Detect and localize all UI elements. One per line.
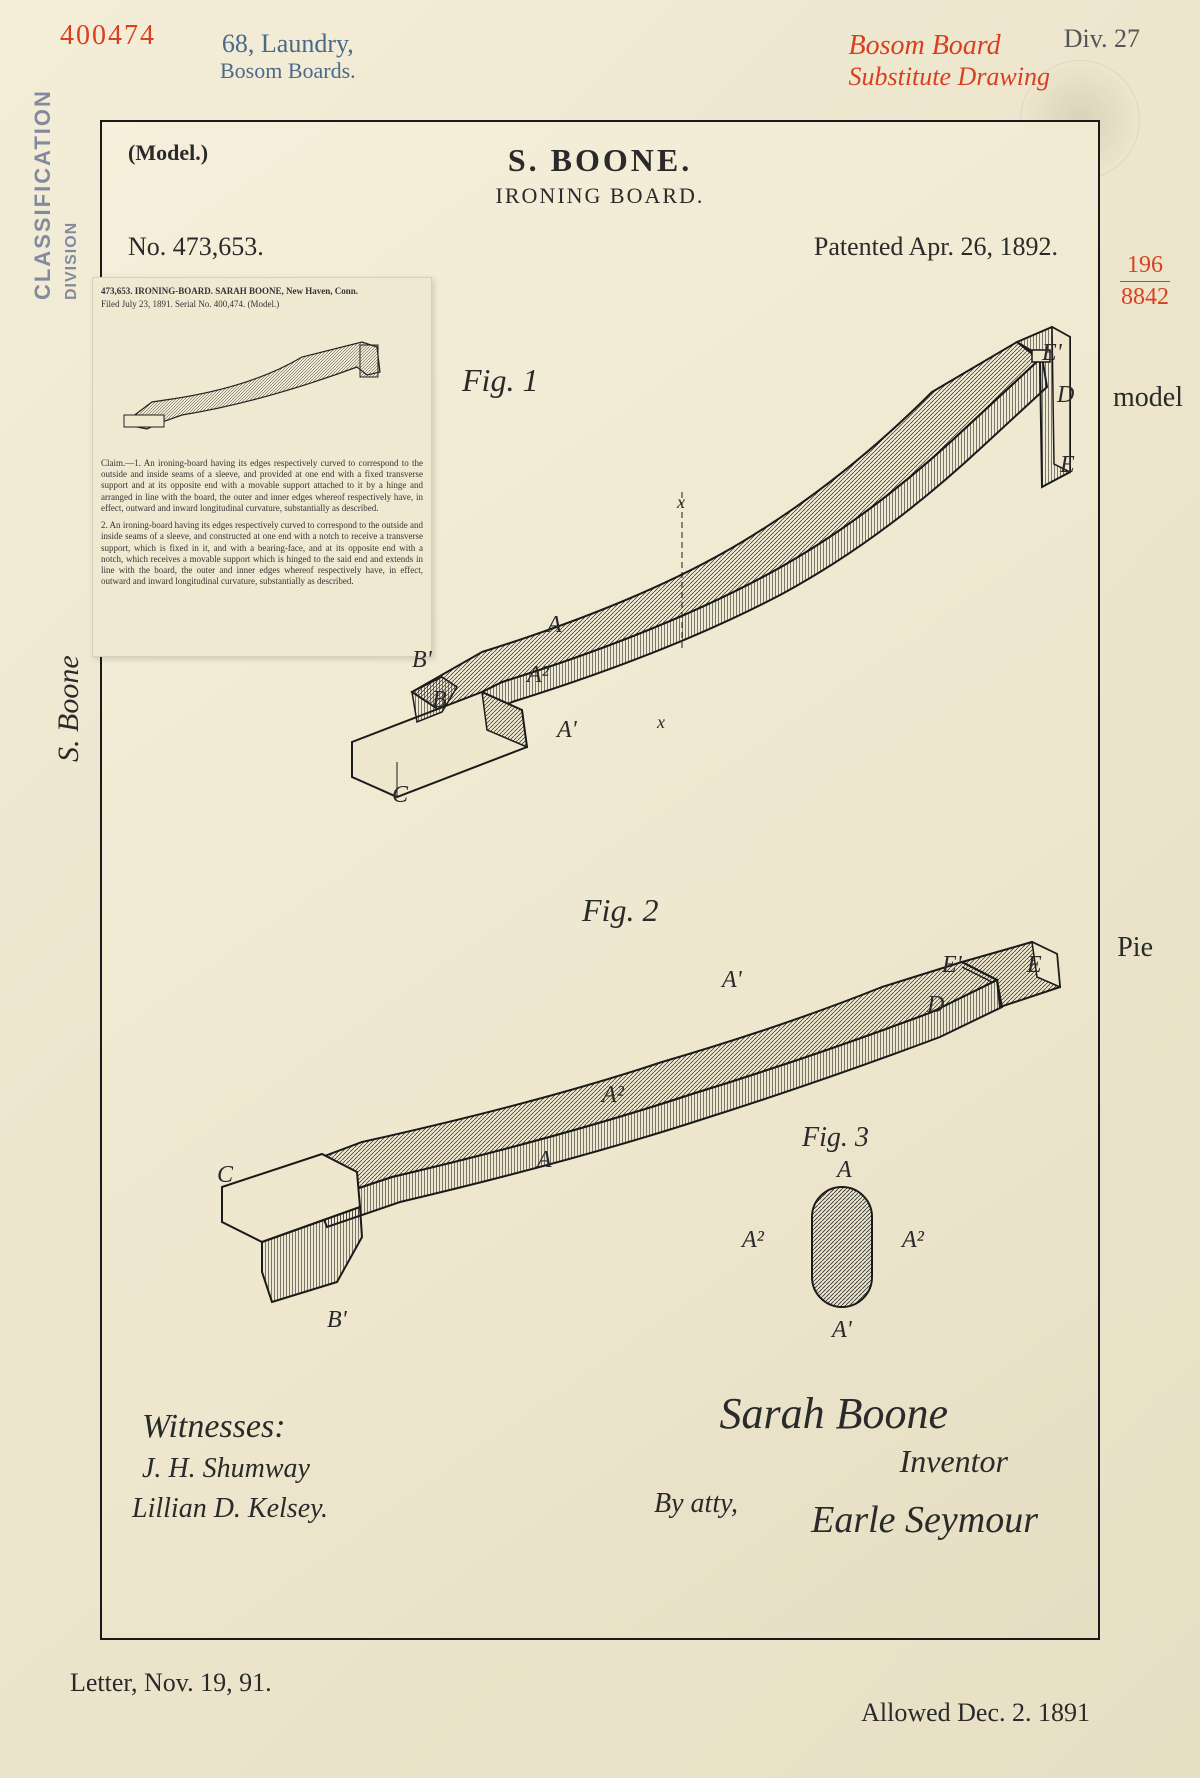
drawing-frame: (Model.) S. BOONE. IRONING BOARD. No. 47… [100, 120, 1100, 1640]
figure-2 [162, 932, 1062, 1312]
witnesses-label: Witnesses: [142, 1408, 286, 1446]
label-A: A [547, 612, 562, 639]
fig2-label: Fig. 2 [582, 892, 658, 929]
f2-label-E: E [1027, 952, 1042, 979]
f2-label-A2: A² [602, 1082, 624, 1109]
f2-label-E1: E' [942, 952, 962, 979]
allowed-note: Allowed Dec. 2. 1891 [861, 1698, 1090, 1728]
label-E: E [1060, 452, 1075, 479]
fraction-bar [1120, 281, 1170, 282]
letter-note: Letter, Nov. 19, 91. [70, 1668, 272, 1698]
serial-number-red: 400474 [60, 20, 156, 52]
inventor-label: Inventor [900, 1443, 1008, 1480]
fraction-top: 196 [1120, 252, 1170, 279]
stamp-line1: CLASSIFICATION [30, 89, 55, 300]
label-C: C [392, 782, 408, 809]
red-fraction: 196 8842 [1120, 252, 1170, 311]
category-line2: Bosom Boards. [220, 59, 356, 83]
patent-number: No. 473,653. [128, 232, 264, 262]
patent-page: 400474 68, Laundry, Bosom Boards. Bosom … [0, 0, 1200, 1778]
figure-3 [762, 1157, 922, 1337]
fig3-label: Fig. 3 [802, 1122, 869, 1154]
patent-date: Patented Apr. 26, 1892. [814, 232, 1058, 262]
f2-label-A: A [537, 1147, 552, 1174]
witness-2: Lillian D. Kelsey. [132, 1493, 328, 1525]
classification-stamp: CLASSIFICATION DIVISION [30, 89, 82, 300]
f2-label-A1: A' [722, 967, 742, 994]
category-label: 68, Laundry, Bosom Boards. [220, 30, 356, 83]
division-label: Div. 27 [1064, 24, 1140, 54]
label-B: B [432, 687, 447, 714]
red-line2: Substitute Drawing [848, 62, 1050, 92]
f3-label-A2-left: A² [742, 1227, 764, 1254]
label-A1: A' [557, 717, 577, 744]
attorney-signature: Earle Seymour [811, 1498, 1038, 1542]
fraction-bottom: 8842 [1120, 284, 1170, 311]
margin-note-model: model [1113, 382, 1183, 414]
witness-1: J. H. Shumway [142, 1453, 310, 1485]
stamp-line2: DIVISION [63, 222, 80, 300]
signature-block: Witnesses: J. H. Shumway Lillian D. Kels… [132, 1408, 1068, 1608]
title-block: S. BOONE. IRONING BOARD. [102, 142, 1098, 209]
f3-label-A-top: A [837, 1157, 852, 1184]
inventor-name: S. BOONE. [102, 142, 1098, 179]
f3-label-A2-right: A² [902, 1227, 924, 1254]
margin-note-pie: Pie [1117, 932, 1153, 964]
header: 400474 68, Laundry, Bosom Boards. Bosom … [0, 0, 1200, 120]
red-line1: Bosom Board [848, 30, 1000, 61]
by-atty: By atty, [654, 1488, 738, 1520]
category-line1: 68, Laundry, [220, 30, 356, 59]
f3-label-A1-bot: A' [832, 1317, 852, 1344]
f2-label-B1: B' [327, 1307, 347, 1334]
label-D: D [1057, 382, 1074, 409]
f2-label-D: D [927, 992, 944, 1019]
invention-title: IRONING BOARD. [102, 183, 1098, 209]
figure-1 [282, 272, 1072, 832]
red-annotation: Bosom Board Substitute Drawing [848, 30, 1050, 92]
margin-signature: S. Boone [52, 655, 86, 762]
label-B1: B' [412, 647, 432, 674]
label-x1: x [677, 492, 685, 513]
label-A2: A² [527, 662, 549, 689]
label-x2: x [657, 712, 665, 733]
label-E1: E' [1042, 340, 1062, 367]
inventor-signature: Sarah Boone [719, 1388, 948, 1439]
f2-label-C: C [217, 1162, 233, 1189]
